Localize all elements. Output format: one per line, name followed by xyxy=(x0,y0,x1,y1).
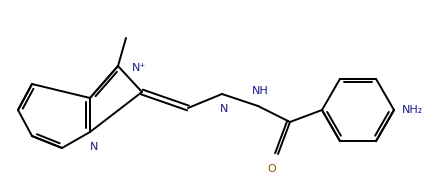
Text: N: N xyxy=(219,104,228,114)
Text: NH₂: NH₂ xyxy=(401,105,422,115)
Text: N: N xyxy=(89,142,98,152)
Text: O: O xyxy=(267,164,276,174)
Text: NH: NH xyxy=(251,86,268,96)
Text: N⁺: N⁺ xyxy=(132,63,146,73)
